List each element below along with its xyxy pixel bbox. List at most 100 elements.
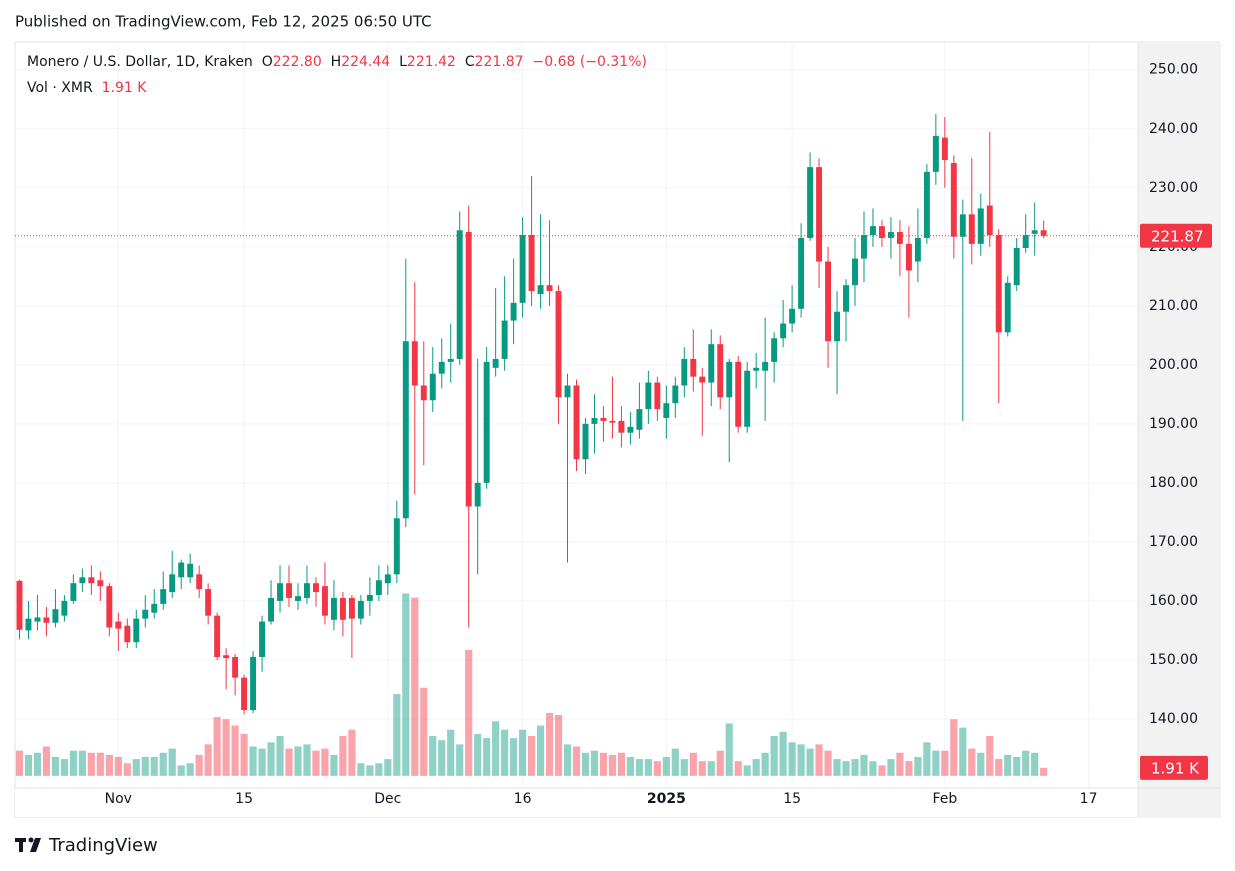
candle-body (304, 583, 310, 598)
volume-bar (905, 761, 913, 776)
candle-body (1040, 230, 1047, 236)
candle-body (663, 403, 670, 418)
volume-bar (734, 761, 742, 776)
grid (15, 42, 1138, 788)
price-axis-pane (1138, 42, 1220, 817)
volume-bar (51, 756, 60, 776)
y-tick-label: 200.00 (1149, 357, 1198, 373)
y-tick-label: 160.00 (1149, 593, 1198, 609)
candle-body (178, 562, 185, 578)
volume-bar (590, 750, 599, 776)
candle-body (852, 258, 858, 286)
y-tick-label: 140.00 (1149, 711, 1198, 727)
volume-bar (375, 763, 383, 776)
candle-body (384, 574, 391, 584)
candle-body (241, 677, 248, 711)
volume-bar (114, 756, 122, 776)
volume-bar (653, 761, 661, 776)
volume-bar (150, 756, 158, 776)
volume-bar (824, 750, 832, 776)
published-note: Published on TradingView.com, Feb 12, 20… (15, 13, 432, 31)
volume-bar (447, 729, 455, 776)
candle-body (402, 341, 409, 519)
volume-bar (968, 748, 976, 776)
candle-body (932, 135, 939, 172)
candle-body (654, 382, 661, 410)
volume-bar (896, 752, 904, 776)
candle-body (636, 409, 643, 430)
candle-body (474, 482, 481, 507)
candle-body (798, 237, 805, 309)
volume-bar (519, 729, 527, 776)
volume-bar (42, 746, 51, 776)
candle-body (1013, 247, 1020, 286)
volume-bar (986, 736, 994, 776)
volume-bar (545, 712, 554, 776)
candle-body (699, 376, 706, 383)
volume-bar (941, 750, 949, 776)
candle-body (420, 385, 427, 401)
candle-body (977, 208, 984, 244)
candle-body (375, 580, 382, 596)
candle-body (43, 617, 50, 623)
candle-body (348, 597, 355, 619)
x-tick-label: Dec (374, 791, 401, 807)
candle-body (735, 361, 742, 427)
candle-body (366, 595, 373, 601)
candle-body (456, 230, 463, 359)
candle-body (295, 596, 301, 601)
candle-body (672, 385, 679, 404)
candle-body (717, 344, 724, 398)
candle-body (510, 302, 517, 321)
volume-bar (923, 742, 931, 776)
volume-bar (15, 750, 24, 776)
candle-body (843, 285, 849, 312)
volume-bar (357, 763, 365, 776)
volume-value: 1.91 K (101, 80, 147, 96)
candle-body (870, 226, 876, 235)
volume-bar (483, 738, 491, 776)
candle-body (968, 214, 975, 244)
candle-body (61, 600, 68, 616)
candle-body (789, 308, 796, 324)
candle-body (528, 234, 535, 292)
candle-body (681, 358, 688, 386)
volume-bar (581, 752, 590, 776)
ohlc-key: L (399, 54, 407, 70)
logo-mark (19, 838, 23, 852)
candle-body (330, 597, 337, 620)
volume-bar (87, 752, 95, 776)
symbol-title: Monero / U.S. Dollar, 1D, Kraken (27, 54, 253, 70)
volume-bar (608, 754, 617, 776)
ohlc-value: 221.42 (406, 54, 456, 70)
candle-body (187, 563, 194, 578)
candle-body (807, 167, 814, 238)
volume-bar (312, 750, 320, 776)
logo-text: TradingView (48, 835, 158, 856)
candle-body (70, 583, 77, 601)
candle-body (438, 361, 445, 374)
logo: TradingView (15, 835, 158, 856)
candle-body (546, 285, 553, 292)
candle-body (196, 574, 203, 590)
x-tick-label: Feb (932, 791, 957, 807)
volume-bar (366, 765, 374, 776)
y-tick-label: 210.00 (1149, 298, 1198, 314)
candle-body (959, 214, 966, 237)
volume-bar (501, 729, 509, 776)
candle-body (115, 621, 122, 629)
candle-body (986, 205, 993, 235)
candle-body (600, 417, 607, 421)
candle-body (393, 518, 400, 575)
change-value: −0.68 (−0.31%) (532, 54, 647, 70)
y-tick-label: 180.00 (1149, 475, 1198, 491)
volume-bar (330, 754, 338, 776)
candle-body (887, 232, 894, 238)
ohlc-value: 224.44 (341, 54, 391, 70)
x-tick-label: 15 (235, 791, 253, 807)
volume-bar (797, 744, 805, 776)
volume-bar (384, 759, 392, 776)
candle-body (205, 589, 212, 616)
volume-bar (644, 759, 652, 776)
